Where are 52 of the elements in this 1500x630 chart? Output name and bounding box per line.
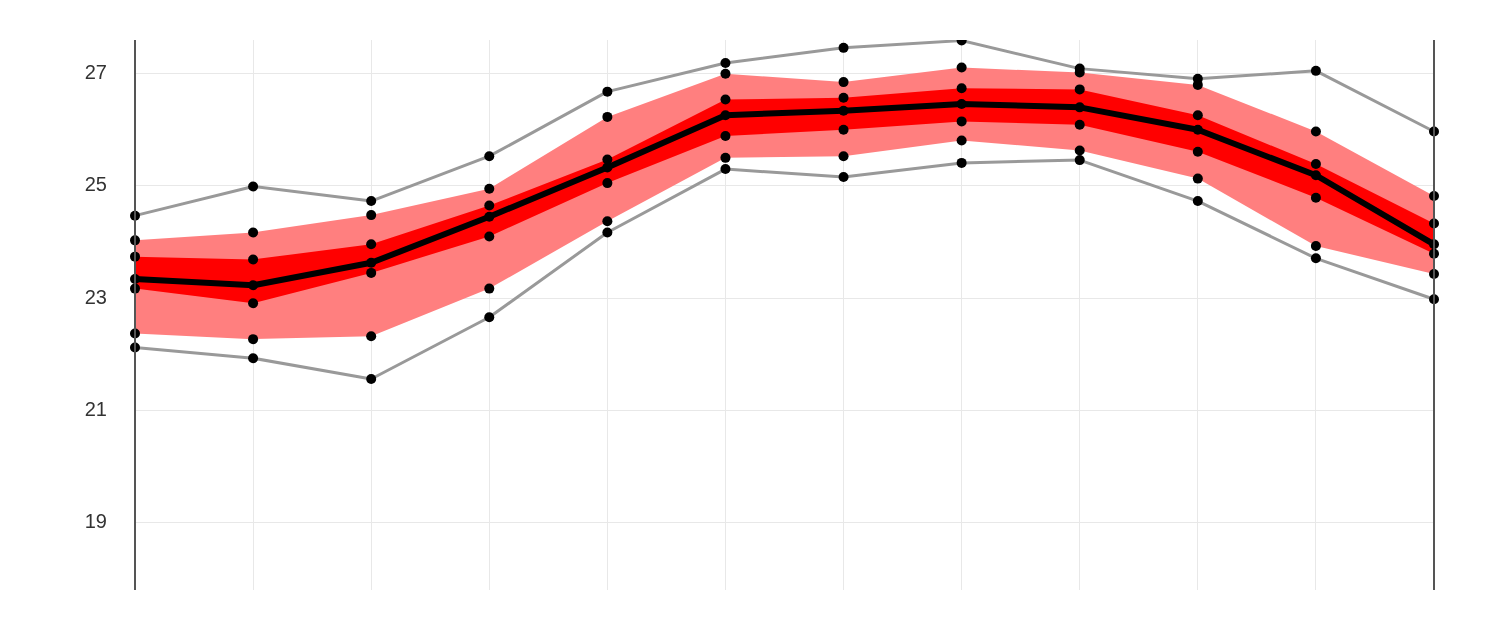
- point: [602, 216, 613, 227]
- point: [956, 62, 967, 73]
- point: [720, 110, 731, 121]
- point: [1074, 145, 1085, 156]
- point: [720, 130, 731, 141]
- point: [484, 211, 495, 222]
- point: [838, 92, 849, 103]
- y-tick-label: 21: [84, 397, 107, 420]
- point: [484, 200, 495, 211]
- point: [248, 227, 259, 238]
- point: [366, 210, 377, 221]
- point: [1310, 192, 1321, 203]
- point: [484, 283, 495, 294]
- point: [720, 152, 731, 163]
- point: [720, 68, 731, 79]
- point: [366, 239, 377, 250]
- point: [1074, 102, 1085, 113]
- y-tick-label: 25: [84, 173, 107, 196]
- point: [838, 77, 849, 88]
- point: [838, 124, 849, 135]
- point: [1310, 170, 1321, 181]
- point: [1074, 84, 1085, 95]
- point: [366, 267, 377, 278]
- y-tick-label: 23: [84, 285, 107, 308]
- point: [1192, 146, 1203, 157]
- point: [248, 334, 259, 345]
- point: [1310, 240, 1321, 251]
- point: [956, 116, 967, 127]
- point: [956, 98, 967, 109]
- point: [838, 105, 849, 116]
- point: [248, 254, 259, 265]
- y-tick-label: 19: [84, 510, 107, 533]
- point: [1192, 124, 1203, 135]
- point: [1310, 126, 1321, 137]
- point: [366, 331, 377, 342]
- point: [484, 183, 495, 194]
- point: [366, 257, 377, 268]
- point: [1192, 173, 1203, 184]
- point: [484, 231, 495, 242]
- point: [1310, 159, 1321, 170]
- point: [602, 178, 613, 189]
- point: [248, 280, 259, 291]
- point: [602, 162, 613, 173]
- point: [602, 111, 613, 122]
- point: [1074, 119, 1085, 130]
- y-tick-label: 27: [84, 61, 107, 84]
- point: [956, 83, 967, 94]
- point: [248, 298, 259, 309]
- point: [956, 135, 967, 146]
- point: [838, 151, 849, 162]
- point: [1192, 110, 1203, 121]
- point: [720, 94, 731, 105]
